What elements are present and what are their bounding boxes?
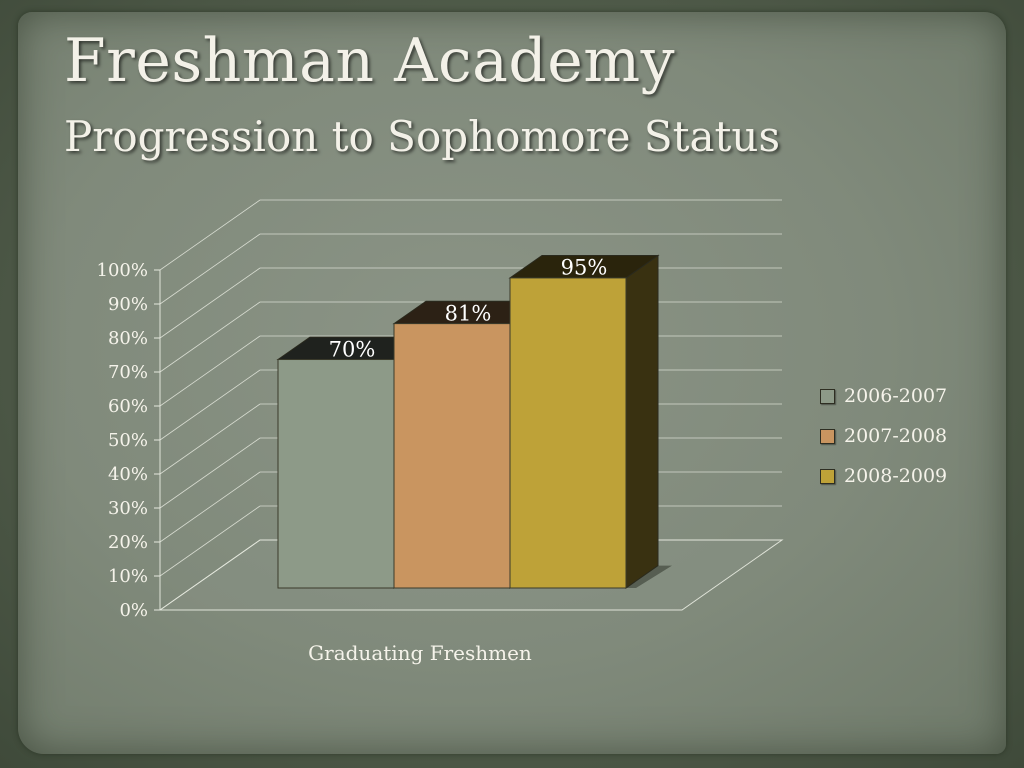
chart-bars <box>276 254 672 589</box>
gridline-side <box>159 335 261 407</box>
y-tick-label: 90% <box>108 294 148 315</box>
bar-front <box>393 323 511 589</box>
gridline-side <box>159 369 261 441</box>
y-tick-label: 50% <box>108 430 148 451</box>
gridline-side <box>159 301 261 373</box>
data-label: 70% <box>329 337 376 361</box>
gridline-side <box>159 267 261 339</box>
gridline-side <box>159 233 261 305</box>
y-tick-label: 80% <box>108 328 148 349</box>
legend-swatch <box>820 428 835 444</box>
chart-legend: 2006-2007 2007-2008 2008-2009 <box>820 376 947 496</box>
y-tick-label: 20% <box>108 532 148 553</box>
bar-front <box>509 277 627 589</box>
y-tick-label: 30% <box>108 498 148 519</box>
bar-front <box>277 359 395 589</box>
legend-label: 2006-2007 <box>844 385 948 407</box>
y-axis-ticks: 0% 10% 20% 30% 40% 50% 60% 70% 80% 90% 100% <box>97 260 148 621</box>
gridline-side <box>159 505 261 577</box>
x-axis-label: Graduating Freshmen <box>308 641 532 665</box>
slide-subtitle: Progression to Sophomore Status <box>64 112 781 161</box>
legend-item: 2007-2008 <box>820 416 947 456</box>
y-tick-label: 100% <box>97 260 148 281</box>
gridline-side <box>159 471 261 543</box>
legend-label: 2008-2009 <box>844 465 948 487</box>
data-label: 81% <box>445 301 492 325</box>
y-tick-label: 10% <box>108 566 148 587</box>
y-tick-label: 40% <box>108 464 148 485</box>
legend-item: 2008-2009 <box>820 456 947 496</box>
data-labels: 70% 81% 95% <box>329 256 608 362</box>
gridline-side <box>159 199 261 271</box>
legend-swatch <box>820 388 835 404</box>
y-tick-label: 60% <box>108 396 148 417</box>
slide-title: Freshman Academy <box>64 26 676 96</box>
legend-label: 2007-2008 <box>844 425 948 447</box>
bar-side <box>625 254 659 589</box>
gridline-side <box>159 437 261 509</box>
y-tick-label: 0% <box>119 600 148 621</box>
legend-item: 2006-2007 <box>820 376 947 416</box>
gridline-side <box>159 539 261 611</box>
legend-swatch <box>820 468 835 484</box>
y-tick-label: 70% <box>108 362 148 383</box>
bar-2008-2009 <box>508 254 672 589</box>
gridline-side <box>159 403 261 475</box>
data-label: 95% <box>561 256 608 280</box>
